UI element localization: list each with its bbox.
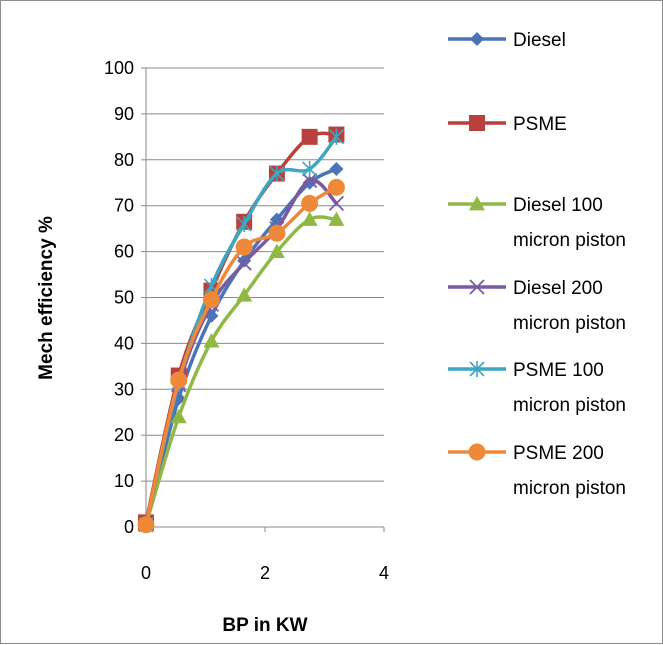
data-point bbox=[328, 195, 345, 212]
data-point bbox=[235, 238, 253, 256]
legend-label: Diesel bbox=[513, 30, 566, 51]
y-tick-label: 30 bbox=[114, 379, 134, 399]
series-line bbox=[144, 131, 339, 525]
x-tick-label: 4 bbox=[379, 563, 389, 583]
legend-marker bbox=[470, 32, 484, 46]
series-5 bbox=[137, 178, 345, 534]
y-tick-label: 90 bbox=[114, 104, 134, 124]
data-point bbox=[203, 333, 220, 348]
data-point bbox=[236, 216, 252, 233]
legend-label: PSME 100 bbox=[513, 360, 604, 381]
legend-label: PSME 200 bbox=[513, 443, 604, 464]
data-point bbox=[329, 161, 344, 176]
y-tick-label: 10 bbox=[114, 471, 134, 491]
legend-label: Diesel 100 bbox=[513, 195, 603, 216]
x-axis-title: BP in KW bbox=[222, 615, 307, 636]
y-tick-label: 40 bbox=[114, 333, 134, 353]
data-point bbox=[327, 178, 345, 196]
data-point bbox=[301, 194, 319, 212]
data-point bbox=[328, 128, 344, 145]
data-point bbox=[268, 243, 285, 258]
data-point bbox=[301, 128, 318, 145]
data-point bbox=[202, 291, 220, 309]
legend-label: micron piston bbox=[513, 395, 626, 416]
x-tick-label: 2 bbox=[260, 563, 270, 583]
data-point bbox=[269, 165, 285, 182]
x-tick-label: 0 bbox=[141, 563, 151, 583]
legend-item: Diesel 200 micron piston bbox=[448, 278, 626, 334]
legend-item: PSME 100 micron piston bbox=[448, 360, 626, 416]
y-tick-label: 70 bbox=[114, 196, 134, 216]
legend-item: Diesel bbox=[448, 30, 566, 51]
legend-label: micron piston bbox=[513, 478, 626, 499]
legend-marker bbox=[469, 361, 485, 377]
legend-item: PSME bbox=[448, 114, 567, 135]
y-tick-label: 50 bbox=[114, 288, 134, 308]
legend-marker bbox=[469, 279, 485, 295]
y-tick-label: 60 bbox=[114, 242, 134, 262]
data-point bbox=[301, 172, 318, 189]
data-point bbox=[328, 211, 345, 226]
data-point bbox=[301, 211, 318, 226]
data-point bbox=[170, 408, 187, 424]
series-lines bbox=[137, 126, 345, 534]
legend-label: micron piston bbox=[513, 313, 626, 334]
y-tick-label: 100 bbox=[104, 58, 134, 78]
legend-marker bbox=[469, 115, 485, 131]
legend-label: PSME bbox=[513, 114, 567, 135]
series-line bbox=[144, 185, 339, 527]
axes: 0 10 20 30 40 50 60 70 80 90 100 0 2 4 bbox=[104, 58, 389, 583]
data-point bbox=[236, 255, 252, 271]
legend-marker bbox=[469, 196, 485, 211]
y-tick-label: 20 bbox=[114, 425, 134, 445]
legend-item: Diesel 100 micron piston bbox=[448, 195, 626, 251]
series-1 bbox=[138, 126, 345, 531]
data-point bbox=[268, 224, 286, 242]
legend-label: Diesel 200 bbox=[513, 278, 603, 299]
legend-label: micron piston bbox=[513, 230, 626, 251]
data-point bbox=[137, 516, 155, 534]
data-point bbox=[236, 287, 253, 302]
data-point bbox=[302, 160, 318, 177]
y-axis-title: Mech efficiency % bbox=[36, 216, 57, 380]
legend-item: PSME 200 micron piston bbox=[448, 443, 626, 499]
series-line bbox=[144, 135, 339, 527]
y-tick-label: 0 bbox=[124, 517, 134, 537]
data-point bbox=[170, 371, 188, 389]
legend-marker bbox=[468, 443, 486, 461]
series-4 bbox=[138, 128, 344, 533]
y-tick-label: 80 bbox=[114, 150, 134, 170]
